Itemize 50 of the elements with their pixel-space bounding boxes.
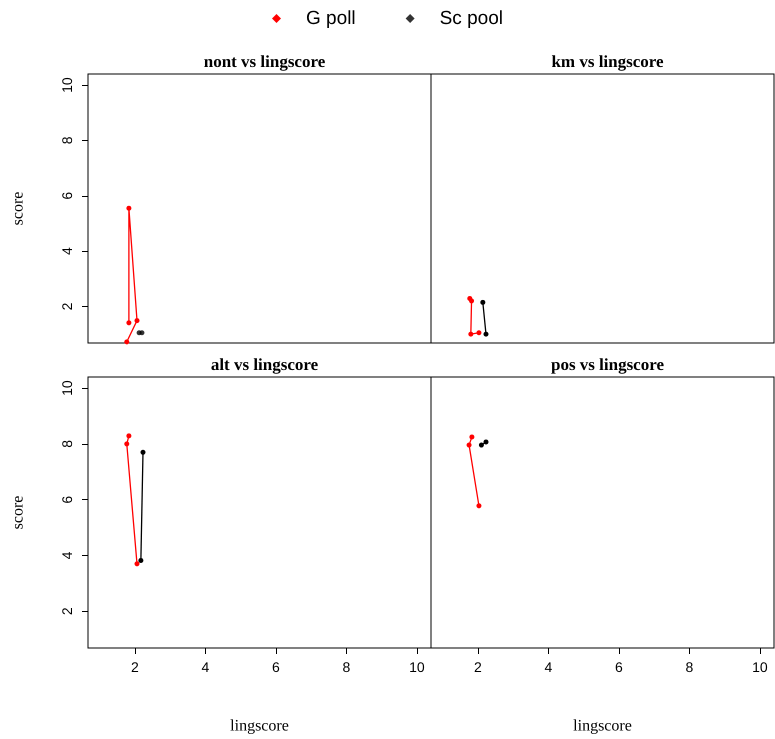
y-tick-label: 6 bbox=[59, 496, 75, 504]
point bbox=[140, 450, 146, 455]
y-tick-label: 2 bbox=[59, 302, 75, 310]
y-axis-title: score bbox=[10, 192, 26, 226]
y-tick-label: 4 bbox=[59, 551, 75, 560]
point bbox=[126, 433, 132, 438]
y-tick-label: 4 bbox=[59, 247, 75, 256]
y-tick-label: 2 bbox=[59, 607, 75, 616]
point bbox=[138, 558, 144, 563]
chart-title: alt vs lingscore bbox=[210, 355, 319, 374]
y-tick-label: 10 bbox=[59, 380, 75, 396]
point bbox=[468, 332, 474, 337]
x-axis-title: lingscore bbox=[230, 718, 289, 734]
legend-label: Sc pool bbox=[440, 8, 504, 29]
point bbox=[466, 442, 472, 448]
point bbox=[469, 298, 474, 304]
x-tick-label: 2 bbox=[130, 659, 139, 675]
point bbox=[124, 441, 130, 446]
y-axis-title: score bbox=[10, 496, 26, 530]
x-tick-label: 8 bbox=[685, 659, 694, 675]
point bbox=[476, 503, 482, 508]
point bbox=[126, 206, 132, 211]
x-axis-title: lingscore bbox=[573, 718, 632, 734]
x-tick-label: 2 bbox=[474, 659, 482, 675]
x-tick-label: 4 bbox=[544, 659, 552, 675]
y-tick-label: 10 bbox=[59, 77, 75, 93]
point bbox=[476, 330, 482, 336]
point bbox=[134, 561, 140, 566]
point bbox=[484, 332, 488, 337]
x-tick-label: 8 bbox=[342, 659, 350, 675]
point bbox=[480, 300, 486, 305]
y-tick-label: 8 bbox=[59, 440, 75, 448]
x-tick-label: 10 bbox=[752, 659, 768, 675]
point bbox=[126, 320, 132, 326]
x-tick-label: 10 bbox=[409, 659, 425, 675]
chart-title: nont vs lingscore bbox=[204, 52, 326, 71]
y-tick-label: 8 bbox=[59, 136, 75, 144]
legend-label: G poll bbox=[306, 8, 356, 29]
point bbox=[139, 330, 144, 336]
point bbox=[484, 439, 488, 444]
chart-title: pos vs lingscore bbox=[550, 355, 664, 374]
point bbox=[469, 434, 474, 440]
chart-title: km vs lingscore bbox=[551, 52, 664, 71]
x-tick-label: 6 bbox=[272, 659, 280, 675]
point bbox=[124, 339, 130, 344]
y-tick-label: 6 bbox=[59, 192, 75, 200]
point bbox=[134, 318, 140, 324]
x-tick-label: 6 bbox=[614, 659, 623, 675]
x-tick-label: 4 bbox=[201, 659, 210, 675]
point bbox=[478, 442, 484, 448]
